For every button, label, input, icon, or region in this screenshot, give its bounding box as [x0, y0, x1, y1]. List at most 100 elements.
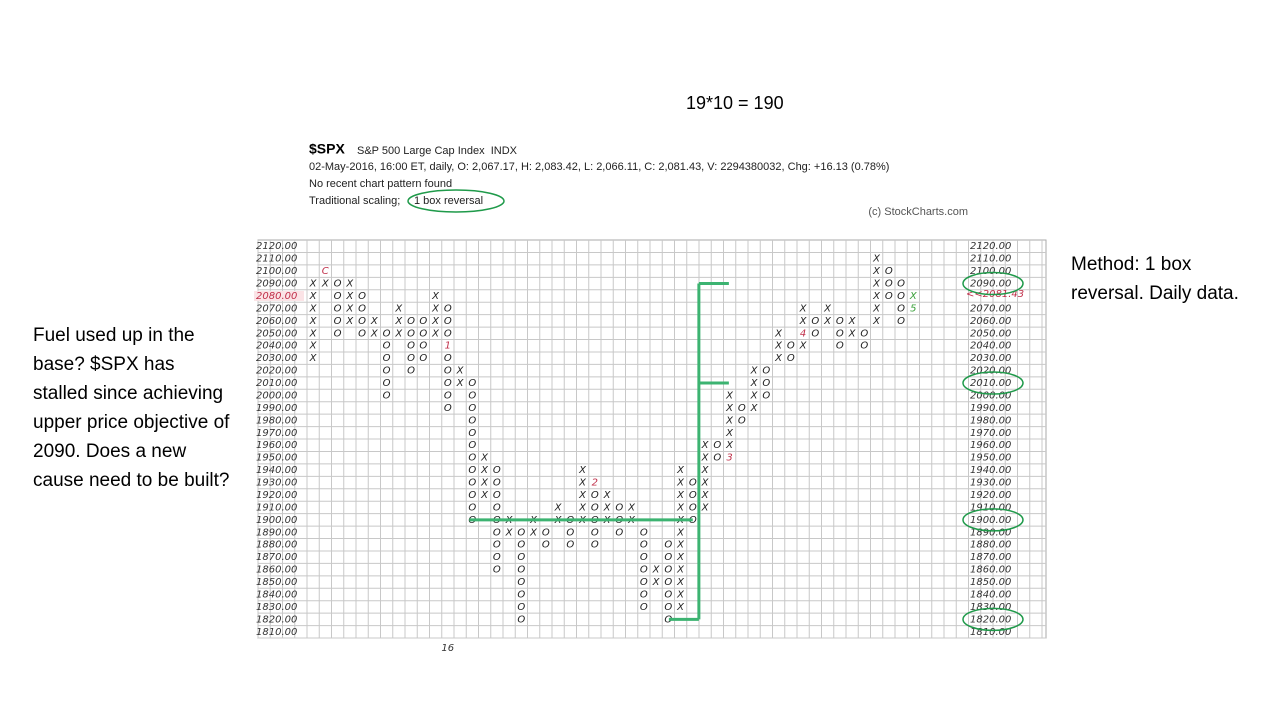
column: XX	[627, 502, 636, 525]
box-glyph: X	[872, 266, 881, 277]
y-tick-label: 1840.00	[256, 589, 297, 600]
y-tick-label-right: 2110.00	[970, 254, 1011, 265]
box-glyph: O	[383, 328, 391, 339]
box-glyph: X	[676, 540, 685, 551]
box-glyph: X	[676, 502, 685, 513]
box-glyph: O	[836, 316, 844, 327]
box-glyph: O	[444, 303, 452, 314]
box-glyph: O	[358, 316, 366, 327]
box-glyph: O	[493, 565, 501, 576]
box-glyph: O	[517, 602, 525, 613]
box-glyph: O	[897, 316, 905, 327]
y-tick-label-right: 2050.00	[970, 328, 1011, 339]
box-glyph: X	[701, 440, 710, 451]
box-glyph: X	[774, 353, 783, 364]
box-glyph: X	[848, 316, 857, 327]
y-tick-label-right: 2000.00	[970, 390, 1011, 401]
box-glyph: X	[823, 303, 832, 314]
box-glyph: O	[591, 502, 599, 513]
box-glyph: O	[493, 552, 501, 563]
column: OO	[738, 403, 746, 426]
box-glyph: O	[358, 328, 366, 339]
box-glyph: X	[701, 502, 710, 513]
month-marker: C	[322, 266, 329, 277]
box-glyph: X	[701, 490, 710, 501]
box-glyph: O	[444, 378, 452, 389]
box-glyph: O	[383, 378, 391, 389]
box-glyph: O	[811, 328, 819, 339]
column: XX	[456, 366, 465, 389]
box-glyph: O	[836, 341, 844, 352]
box-glyph: O	[542, 540, 550, 551]
column: OO	[811, 316, 819, 339]
box-glyph: O	[468, 440, 476, 451]
box-glyph: X	[480, 465, 489, 476]
box-glyph: O	[334, 303, 342, 314]
y-tick-label: 2110.00	[256, 254, 297, 265]
column: XX	[554, 502, 563, 525]
y-tick-label: 1880.00	[256, 540, 297, 551]
y-tick-label: 2080.00	[256, 291, 297, 302]
y-tick-label-right: 1950.00	[970, 453, 1011, 464]
y-tick-label-right: 1890.00	[970, 527, 1011, 538]
box-glyph: O	[664, 565, 672, 576]
y-tick-label: 1910.00	[256, 502, 297, 513]
y-tick-label-right: 1810.00	[970, 627, 1011, 638]
y-tick-label: 1810.00	[256, 627, 297, 638]
box-glyph: X	[725, 440, 734, 451]
column: OOO	[885, 266, 893, 302]
y-tick-label: 1920.00	[256, 490, 297, 501]
y-tick-label: 2050.00	[256, 328, 297, 339]
box-glyph: O	[468, 453, 476, 464]
y-tick-label: 2090.00	[256, 279, 297, 290]
box-glyph: X	[578, 478, 587, 489]
box-glyph: X	[603, 502, 612, 513]
box-glyph: X	[701, 465, 710, 476]
box-glyph: X	[505, 527, 514, 538]
y-tick-label: 1950.00	[256, 453, 297, 464]
box-glyph: X	[676, 478, 685, 489]
box-glyph: O	[591, 490, 599, 501]
box-glyph: O	[407, 316, 415, 327]
commentary: Fuel used up in the base? $SPX has stall…	[33, 325, 230, 491]
box-glyph: O	[383, 366, 391, 377]
y-tick-label-right: 1860.00	[970, 565, 1011, 576]
box-glyph: O	[664, 589, 672, 600]
box-glyph: O	[640, 527, 648, 538]
y-tick-label-right: 2100.00	[970, 266, 1011, 277]
box-glyph: X	[627, 502, 636, 513]
y-tick-label-right: 1980.00	[970, 415, 1011, 426]
box-glyph: O	[493, 540, 501, 551]
box-glyph: X	[370, 328, 379, 339]
box-glyph: X	[799, 316, 808, 327]
box-glyph: O	[493, 527, 501, 538]
box-glyph: X	[431, 316, 440, 327]
box-glyph: O	[493, 465, 501, 476]
y-tick-label: 1970.00	[256, 428, 297, 439]
y-tick-label-right: 2030.00	[970, 353, 1011, 364]
box-glyph: O	[640, 565, 648, 576]
box-glyph: O	[468, 502, 476, 513]
y-tick-label-right: 2070.00	[970, 303, 1011, 314]
tick-circle	[962, 607, 1024, 632]
box-glyph: X	[676, 527, 685, 538]
box-glyph: O	[811, 316, 819, 327]
y-tick-label: 2030.00	[256, 353, 297, 364]
box-glyph: X	[725, 415, 734, 426]
box-glyph: X	[578, 465, 587, 476]
box-glyph: X	[750, 390, 759, 401]
y-tick-label: 2020.00	[256, 366, 297, 377]
box-glyph: O	[383, 353, 391, 364]
box-glyph: O	[897, 279, 905, 290]
box-glyph: X	[529, 527, 538, 538]
method-note: Method: 1 box reversal. Daily data.	[1071, 254, 1239, 304]
box-glyph: O	[640, 552, 648, 563]
box-glyph: O	[407, 353, 415, 364]
column: OO	[787, 341, 795, 364]
box-glyph: O	[664, 577, 672, 588]
box-glyph: O	[468, 478, 476, 489]
